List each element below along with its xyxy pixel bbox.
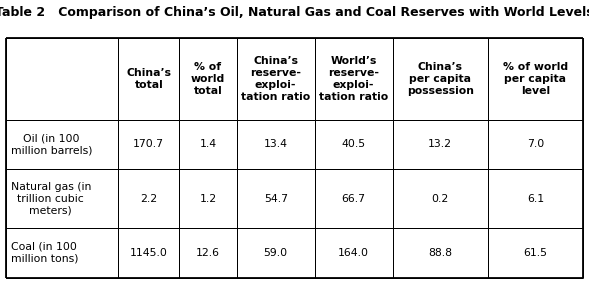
Text: 1145.0: 1145.0 xyxy=(130,248,168,258)
Text: World’s
reserve-
exploi-
tation ratio: World’s reserve- exploi- tation ratio xyxy=(319,56,388,102)
Text: China’s
reserve-
exploi-
tation ratio: China’s reserve- exploi- tation ratio xyxy=(241,56,310,102)
Text: 54.7: 54.7 xyxy=(264,194,288,204)
Text: % of
world
total: % of world total xyxy=(191,62,225,96)
Text: 13.4: 13.4 xyxy=(264,139,288,149)
Text: Oil (in 100
million barrels): Oil (in 100 million barrels) xyxy=(11,133,92,155)
Text: 2.2: 2.2 xyxy=(140,194,157,204)
Text: % of world
per capita
level: % of world per capita level xyxy=(503,62,568,96)
Text: 1.2: 1.2 xyxy=(199,194,217,204)
Text: 7.0: 7.0 xyxy=(527,139,544,149)
Text: 61.5: 61.5 xyxy=(524,248,548,258)
Text: 59.0: 59.0 xyxy=(264,248,288,258)
Text: 88.8: 88.8 xyxy=(428,248,452,258)
Text: Coal (in 100
million tons): Coal (in 100 million tons) xyxy=(11,242,78,264)
Text: 40.5: 40.5 xyxy=(342,139,366,149)
Text: Natural gas (in
trillion cubic
meters): Natural gas (in trillion cubic meters) xyxy=(11,182,91,216)
Text: Table 2   Comparison of China’s Oil, Natural Gas and Coal Reserves with World Le: Table 2 Comparison of China’s Oil, Natur… xyxy=(0,6,589,19)
Text: China’s
per capita
possession: China’s per capita possession xyxy=(407,62,474,96)
Text: 164.0: 164.0 xyxy=(338,248,369,258)
Text: 12.6: 12.6 xyxy=(196,248,220,258)
Text: 66.7: 66.7 xyxy=(342,194,366,204)
Text: 170.7: 170.7 xyxy=(133,139,164,149)
Text: 1.4: 1.4 xyxy=(199,139,217,149)
Text: 13.2: 13.2 xyxy=(428,139,452,149)
Text: 0.2: 0.2 xyxy=(432,194,449,204)
Text: 6.1: 6.1 xyxy=(527,194,544,204)
Text: China’s
total: China’s total xyxy=(126,68,171,90)
